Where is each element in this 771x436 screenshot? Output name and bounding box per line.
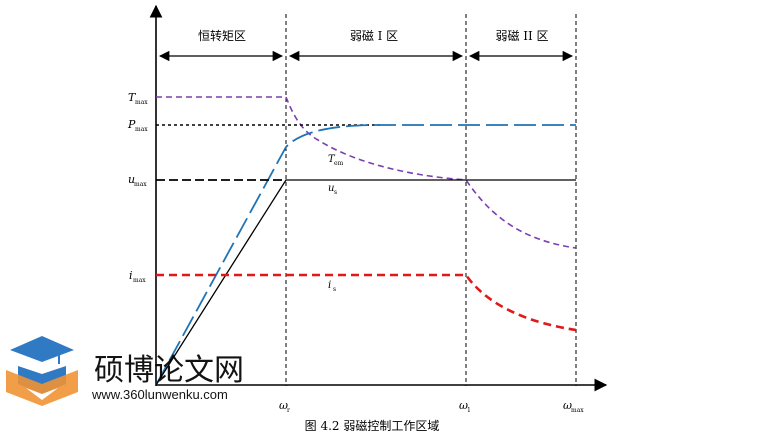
svg-text:max: max [571,407,584,414]
region-label-weakening-2: 弱磁 II 区 [495,28,548,43]
svg-text:T: T [128,91,137,104]
xlabel-omega-max: ω max [563,399,584,414]
watermark: 硕博论文网 www.360lunwenku.com [6,336,244,406]
watermark-url: www.360lunwenku.com [91,387,228,402]
svg-text:i: i [328,280,331,291]
svg-text:ω: ω [563,399,572,412]
svg-text:u: u [128,173,135,186]
svg-text:max: max [135,126,148,133]
svg-text:em: em [334,160,344,167]
svg-text:max: max [133,277,146,284]
svg-text:max: max [134,181,147,188]
region-label-weakening-1: 弱磁 I 区 [350,28,398,43]
svg-text:ω: ω [459,399,468,412]
ylabel-tmax: T max [128,91,148,106]
ylabel-pmax: P max [127,118,148,133]
ylabel-imax: i max [129,269,146,284]
curve-label-tem: T em [328,154,344,167]
ylabel-umax: u max [128,173,147,188]
curve-label-is: i s [328,280,336,293]
curve-label-us: u s [328,183,337,196]
power-curve [155,124,576,386]
current-curve [156,273,577,332]
graduation-cap-logo-icon [6,336,78,406]
svg-text:s: s [334,189,337,196]
figure-caption: 图 4.2 弱磁控制工作区域 [305,418,440,431]
voltage-curve [155,179,576,386]
svg-text:ω: ω [279,399,288,412]
svg-text:P: P [127,118,136,131]
xlabel-omega-r: ω r [279,399,290,414]
svg-text:s: s [333,286,336,293]
svg-text:max: max [135,99,148,106]
svg-text:u: u [328,183,334,194]
svg-text:1: 1 [467,407,471,414]
region-label-constant-torque: 恒转矩区 [198,28,246,43]
svg-text:T: T [328,154,336,165]
torque-curve [156,96,577,249]
watermark-title: 硕博论文网 [94,353,244,388]
xlabel-omega-1: ω 1 [459,399,471,414]
svg-text:r: r [287,407,290,414]
svg-text:i: i [129,269,133,282]
